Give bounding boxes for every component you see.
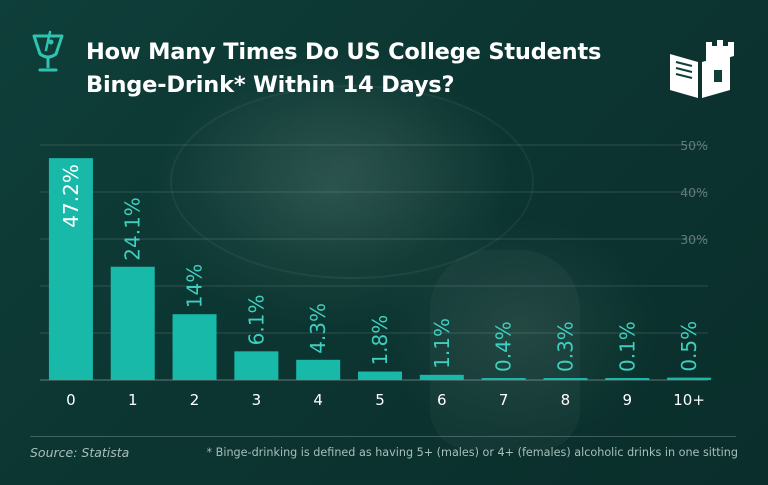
bar-1 xyxy=(110,266,155,380)
x-tick-label-1: 1 xyxy=(128,391,138,409)
x-tick-label-2: 2 xyxy=(190,391,200,409)
chart-title-line-2: Binge-Drink* Within 14 Days? xyxy=(86,72,455,98)
bar-7 xyxy=(481,378,526,380)
bar-10+ xyxy=(667,377,712,380)
x-tick-label-7: 7 xyxy=(499,391,509,409)
x-tick-label-9: 9 xyxy=(622,391,632,409)
value-label-7: 0.4% xyxy=(492,321,516,372)
bar-0 xyxy=(48,158,93,380)
footer-divider xyxy=(30,436,736,437)
book-castle-logo-icon xyxy=(670,40,734,98)
x-tick-label-8: 8 xyxy=(561,391,571,409)
bar-3 xyxy=(234,351,279,380)
y-tick-label-40: 40% xyxy=(680,185,708,200)
value-label-10+: 0.5% xyxy=(677,321,701,372)
x-tick-label-10+: 10+ xyxy=(673,391,705,409)
value-label-2: 14% xyxy=(183,264,207,308)
value-label-8: 0.3% xyxy=(553,321,577,372)
value-label-6: 1.1% xyxy=(430,318,454,369)
chart-title: How Many Times Do US College Students Bi… xyxy=(86,36,601,102)
chart-title-line-1: How Many Times Do US College Students xyxy=(86,39,602,65)
bar-6 xyxy=(419,374,464,380)
value-label-4: 4.3% xyxy=(306,303,330,354)
value-label-1: 24.1% xyxy=(121,197,145,261)
x-tick-label-4: 4 xyxy=(313,391,323,409)
drink-glass-icon xyxy=(32,30,64,72)
value-label-5: 1.8% xyxy=(368,315,392,366)
bar-8 xyxy=(543,378,588,380)
x-tick-label-5: 5 xyxy=(375,391,385,409)
value-label-0: 47.2% xyxy=(59,164,83,228)
x-tick-label-3: 3 xyxy=(252,391,262,409)
bar-5 xyxy=(358,371,402,380)
bar-2 xyxy=(172,314,217,380)
x-tick-label-0: 0 xyxy=(66,391,76,409)
value-label-9: 0.1% xyxy=(615,321,639,372)
y-tick-label-30: 30% xyxy=(680,232,708,247)
y-tick-label-50: 50% xyxy=(680,138,708,153)
source-text: Source: Statista xyxy=(30,445,130,460)
footnote-text: * Binge-drinking is defined as having 5+… xyxy=(206,446,738,459)
x-tick-label-6: 6 xyxy=(437,391,447,409)
bar-9 xyxy=(605,378,650,380)
bar-4 xyxy=(296,359,341,380)
value-label-3: 6.1% xyxy=(244,295,268,346)
background-glass-decoration xyxy=(170,85,534,279)
